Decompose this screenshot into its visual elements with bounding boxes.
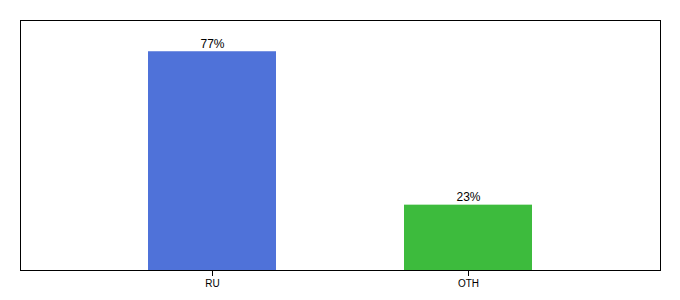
svg-text:OTH: OTH xyxy=(458,278,479,289)
svg-text:RU: RU xyxy=(205,278,219,289)
svg-text:23%: 23% xyxy=(456,190,480,204)
svg-text:77%: 77% xyxy=(200,37,224,51)
